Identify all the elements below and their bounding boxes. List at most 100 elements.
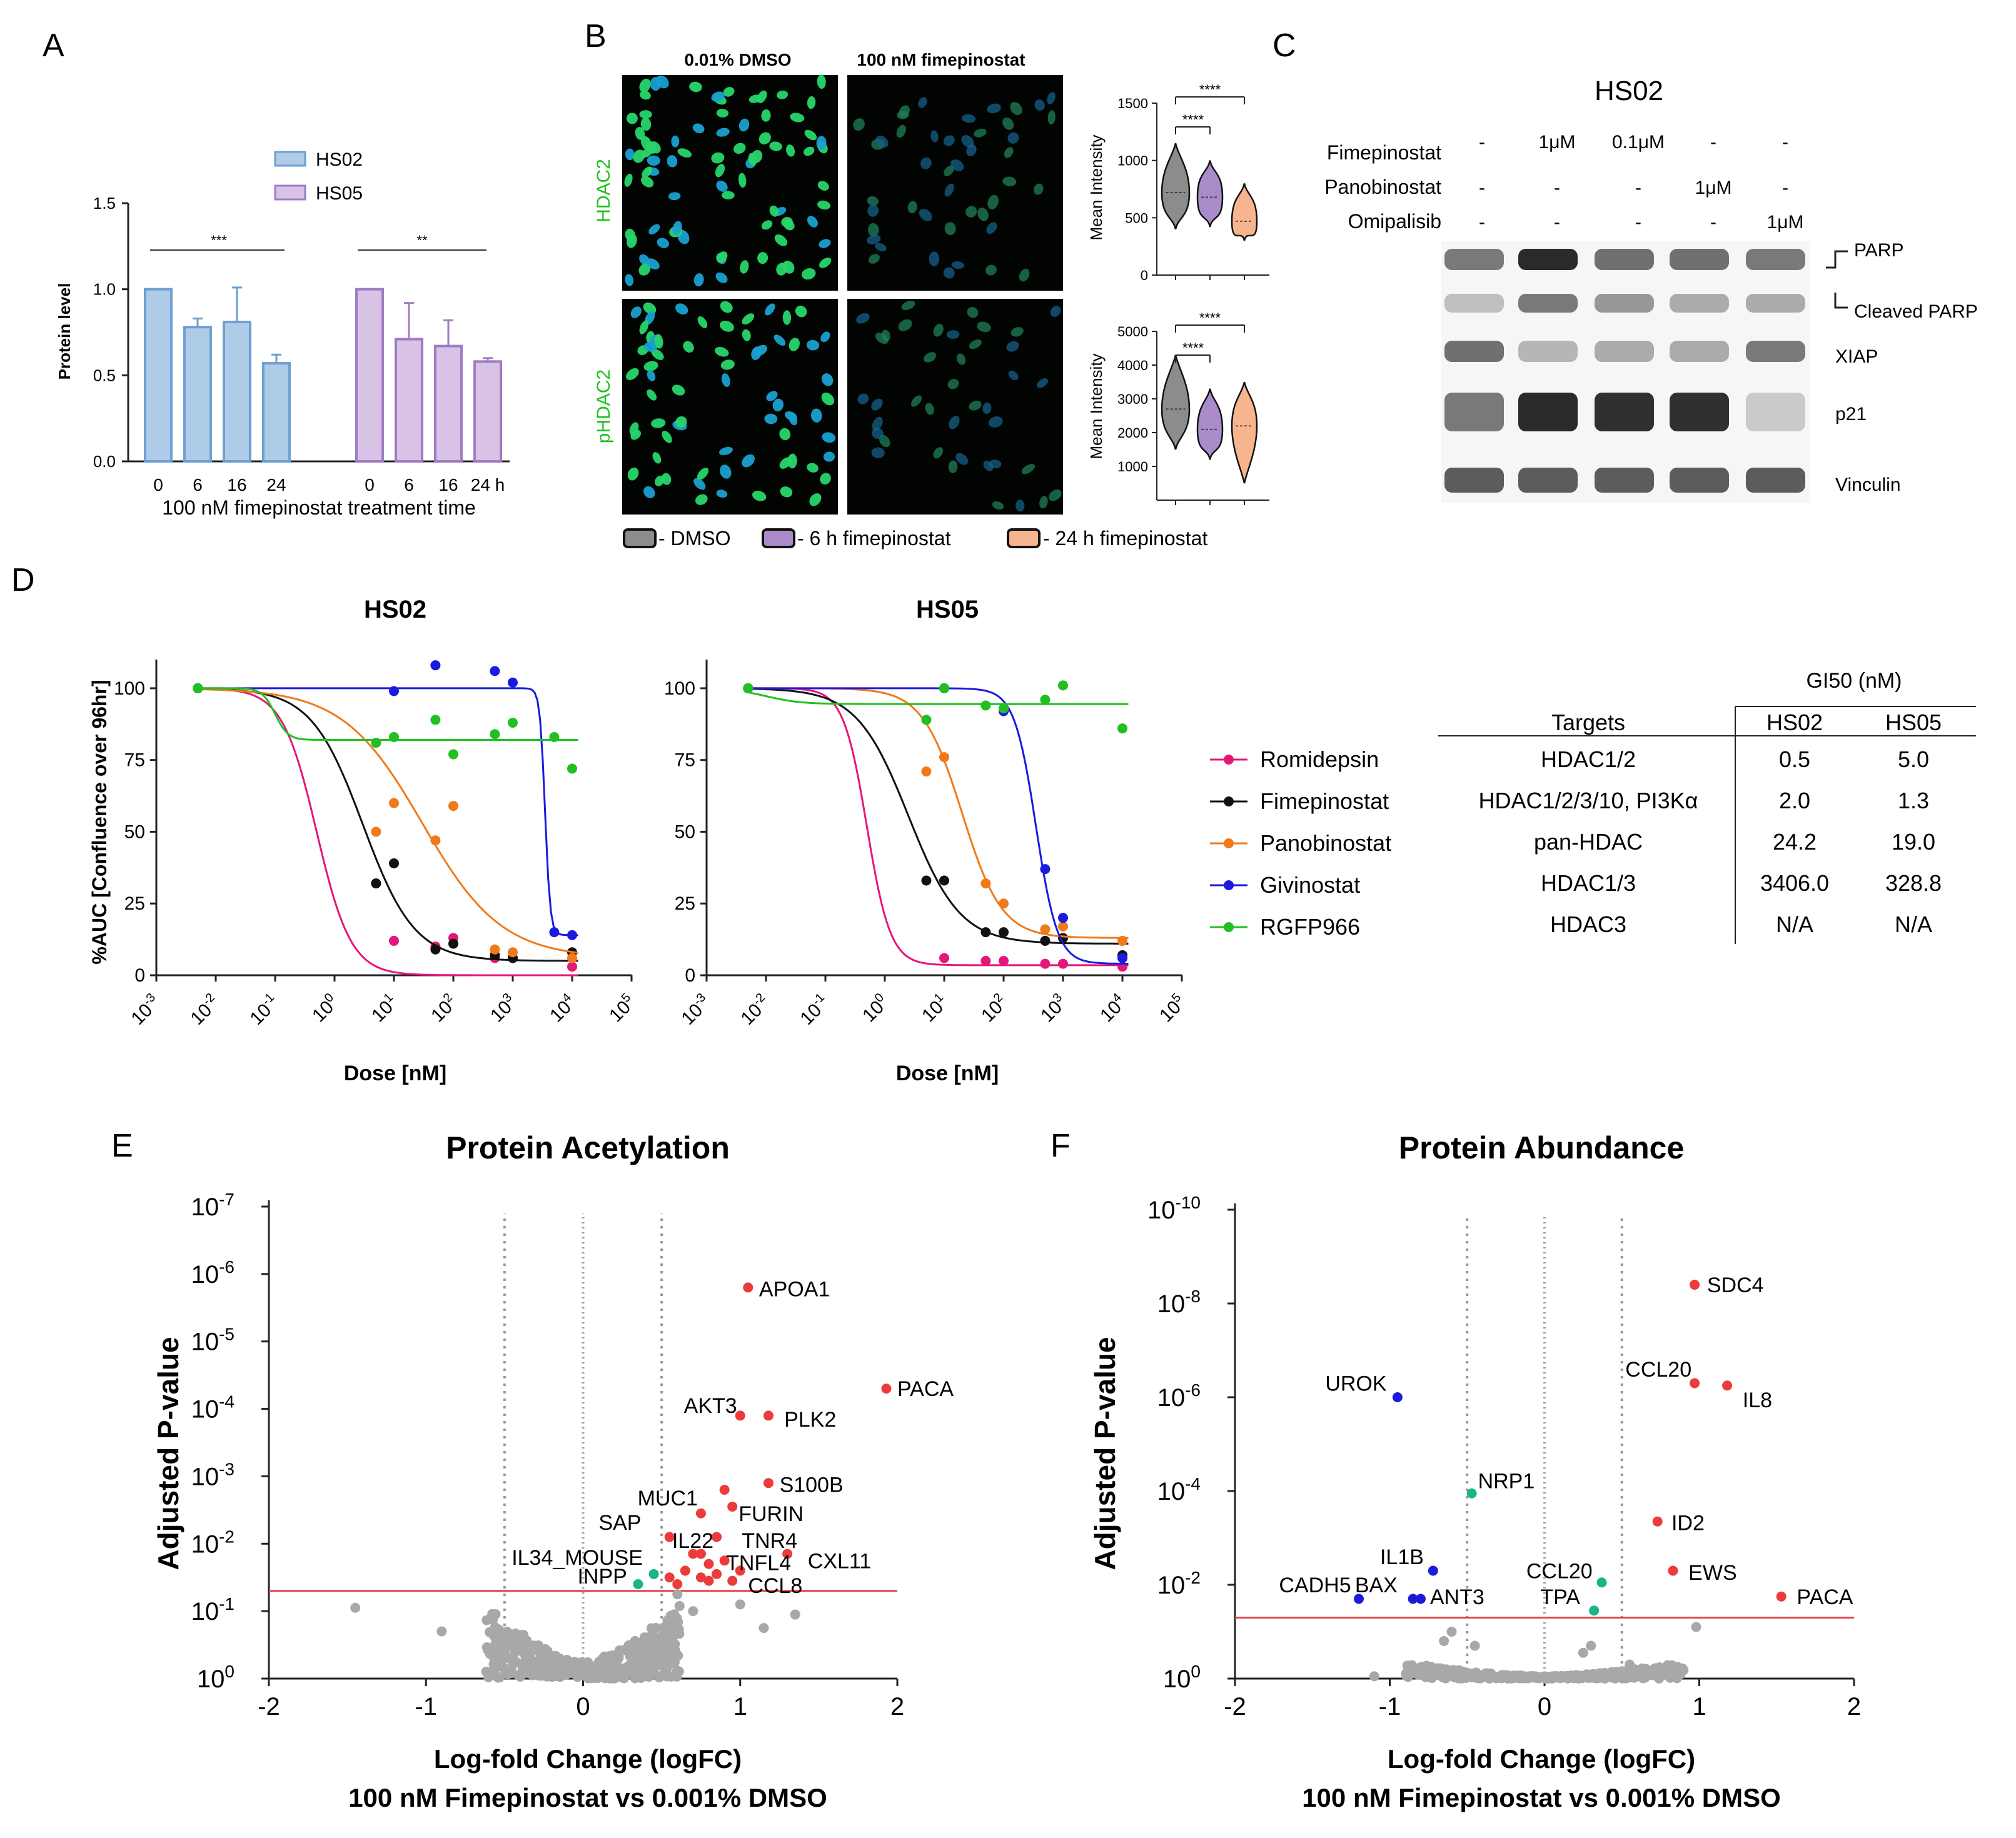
x-tick-label: 10-1	[795, 990, 834, 1029]
ns-point	[673, 1650, 683, 1661]
nucleus	[651, 349, 664, 360]
data-point-romidepsin	[567, 962, 577, 972]
labeled-point	[1690, 1378, 1700, 1389]
nucleus	[969, 400, 982, 411]
y-tick-exponent: -2	[219, 1527, 234, 1546]
y-tick-label: 10-5	[191, 1325, 234, 1356]
sig-point	[680, 1565, 690, 1576]
data-point-rgfp966	[448, 749, 458, 760]
nucleus	[757, 252, 769, 264]
fit-curve-panobinostat	[198, 688, 578, 954]
y-tick-label: 10-6	[1157, 1380, 1201, 1412]
treatment-value: -	[1782, 132, 1788, 153]
ns-point	[1473, 1673, 1484, 1684]
data-point-rgfp966	[921, 715, 932, 725]
nucleus	[1047, 110, 1056, 125]
data-point-rgfp966	[980, 700, 991, 711]
band-label: XIAP	[1835, 346, 1878, 367]
bracket-parp	[1826, 250, 1848, 269]
nucleus	[1047, 92, 1056, 104]
data-point-rgfp966	[371, 738, 381, 748]
ns-point	[1456, 1667, 1466, 1678]
nucleus	[777, 90, 789, 99]
labeled-point	[881, 1384, 892, 1394]
x-tick-label: 100	[307, 990, 343, 1026]
violin	[1231, 183, 1258, 241]
labeled-point	[1652, 1516, 1663, 1527]
data-point-romidepsin	[980, 956, 991, 967]
y-tick-label: 10-7	[191, 1190, 234, 1221]
x-tick-label: 101	[366, 990, 402, 1026]
nucleus	[982, 402, 992, 414]
violin	[1161, 143, 1191, 229]
nucleus	[789, 338, 800, 351]
band	[1444, 249, 1504, 270]
nucleus	[715, 272, 728, 283]
row-label-phdac2: pHDAC2	[593, 369, 614, 443]
nucleus	[809, 493, 822, 506]
nucleus	[648, 141, 661, 154]
treatment-value: -	[1710, 212, 1716, 233]
labeled-point	[1354, 1594, 1364, 1604]
ns-point	[549, 1670, 560, 1681]
nucleus	[721, 373, 730, 387]
fit-curve-rgfp966	[198, 687, 578, 741]
panel-letter-d: D	[11, 562, 35, 598]
point-label: CCL20	[1526, 1560, 1593, 1584]
y-tick-label: 10-2	[191, 1527, 234, 1558]
data-point-romidepsin	[939, 953, 949, 963]
x-tick-label: 10-3	[676, 990, 715, 1029]
legend-marker	[1224, 838, 1234, 848]
nucleus	[774, 234, 788, 246]
legend-swatch-hs05	[274, 184, 306, 201]
data-point-fimepinostat	[448, 938, 458, 949]
sig-point	[735, 1565, 745, 1576]
data-point-fimepinostat	[921, 875, 932, 886]
data-point-panobinostat	[490, 944, 500, 955]
f-ylabel: Adjusted P-value	[1089, 1337, 1121, 1570]
data-point-givinostat	[1040, 864, 1051, 875]
labeled-point	[727, 1501, 738, 1512]
y-tick-exponent: -6	[219, 1257, 234, 1277]
data-point-rgfp966	[999, 703, 1009, 714]
bar-hs02	[183, 326, 212, 463]
nucleus	[716, 108, 729, 118]
x-tick-label: 0	[153, 475, 163, 495]
nucleus	[715, 164, 725, 178]
y-tick-exponent: -3	[219, 1459, 234, 1479]
nucleus	[716, 128, 730, 137]
ns-point	[491, 1662, 501, 1672]
nucleus	[943, 267, 955, 279]
x-tick-label: 105	[1154, 990, 1190, 1026]
nucleus	[643, 486, 655, 498]
y-tick-label: 75	[124, 750, 145, 771]
nucleus	[640, 117, 652, 131]
treatment-label: Omipalisib	[1348, 210, 1441, 233]
y-tick-label: 0	[1141, 268, 1148, 283]
legend-swatch-dmso	[623, 528, 657, 548]
x-tick-label: 0	[576, 1693, 590, 1720]
nucleus	[820, 331, 830, 343]
data-point-panobinostat	[1040, 924, 1051, 935]
bar-hs05	[473, 360, 502, 463]
nucleus	[857, 393, 869, 404]
panel-a-bar-chart: HS02 HS05 Protein level 100 nM fimepinos…	[55, 149, 510, 519]
x-axis-label: 100 nM fimepinostat treatment time	[162, 496, 476, 519]
nucleus	[967, 306, 979, 318]
ns-point	[674, 1600, 685, 1611]
x-tick-label: -2	[258, 1693, 280, 1720]
point-label: AKT3	[684, 1394, 737, 1418]
y-tick-label: 1.5	[93, 194, 116, 213]
panel-letter-f: F	[1051, 1128, 1071, 1164]
sig-label: ****	[1182, 340, 1204, 356]
y-tick-label: 4000	[1117, 358, 1148, 373]
nucleus	[711, 152, 725, 164]
treatment-value: -	[1782, 178, 1788, 198]
y-tick-label: 100	[1163, 1662, 1201, 1693]
data-point-rgfp966	[549, 731, 560, 742]
point-label: IL1B	[1380, 1545, 1424, 1569]
bar-hs05	[355, 288, 384, 463]
point-label: PACA	[1797, 1585, 1853, 1609]
point-label: TPA	[1540, 1585, 1580, 1609]
nucleus	[974, 128, 987, 138]
